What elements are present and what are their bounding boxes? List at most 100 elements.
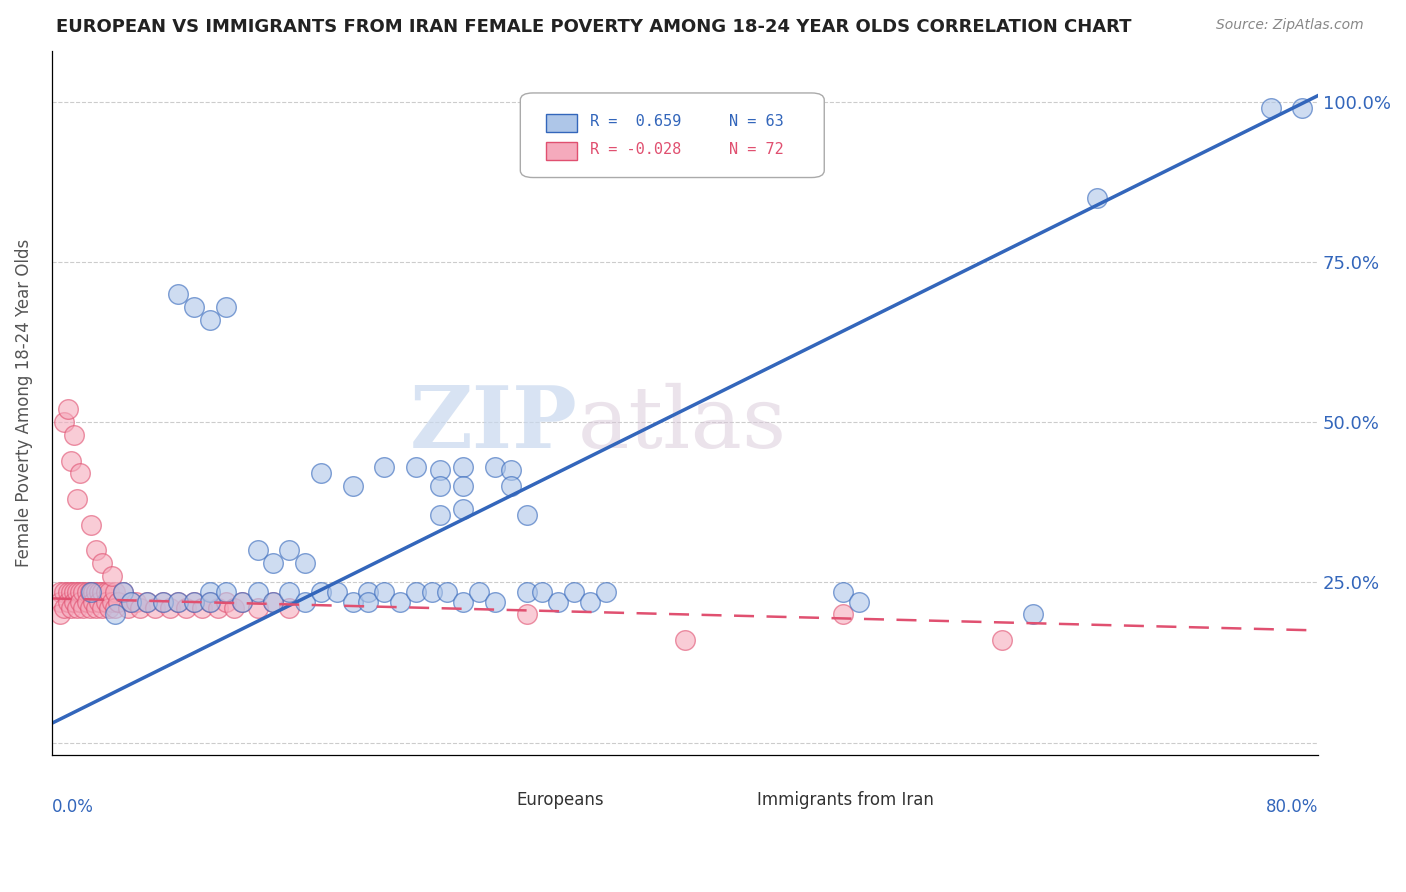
Point [579,594,602,608]
Point [176,601,198,615]
Text: EUROPEAN VS IMMIGRANTS FROM IRAN FEMALE POVERTY AMONG 18-24 YEAR OLDS CORRELATIO: EUROPEAN VS IMMIGRANTS FROM IRAN FEMALE … [56,18,1132,36]
Point [990,633,1012,648]
Point [484,460,506,475]
Point [56,585,79,599]
Point [48,594,70,608]
Point [56,594,79,608]
Point [405,585,427,599]
Point [547,594,569,608]
Point [262,594,284,608]
Point [222,601,245,615]
Point [82,585,104,599]
Point [231,594,253,608]
FancyBboxPatch shape [482,793,510,808]
Point [388,594,411,608]
Point [278,543,301,558]
Point [80,517,103,532]
Point [278,601,301,615]
Point [453,501,475,516]
Point [373,460,395,475]
Point [48,585,70,599]
Point [215,300,238,314]
Point [120,594,142,608]
Point [104,585,127,599]
Point [309,467,332,481]
Point [63,585,86,599]
Point [59,453,82,467]
Point [111,585,134,599]
Point [516,508,538,522]
Point [91,556,114,570]
Point [1291,101,1313,115]
Point [429,463,451,477]
Point [135,594,157,608]
Point [89,594,111,608]
Text: R =  0.659: R = 0.659 [591,113,682,128]
Point [1022,607,1045,622]
Text: atlas: atlas [578,383,786,466]
Point [48,607,70,622]
Point [262,556,284,570]
Point [183,594,205,608]
Text: R = -0.028: R = -0.028 [591,142,682,157]
Y-axis label: Female Poverty Among 18-24 Year Olds: Female Poverty Among 18-24 Year Olds [15,239,32,567]
Point [278,585,301,599]
Point [63,594,86,608]
Point [246,601,269,615]
Point [69,585,91,599]
Point [167,594,190,608]
Point [69,594,91,608]
Point [72,585,94,599]
Point [246,543,269,558]
Point [159,601,181,615]
Point [562,585,585,599]
Point [1260,101,1282,115]
Point [405,460,427,475]
FancyBboxPatch shape [520,93,824,178]
Point [673,633,696,648]
Text: ZIP: ZIP [409,382,578,467]
Point [53,415,76,429]
Point [152,594,174,608]
Point [499,479,522,493]
Point [516,585,538,599]
Point [453,460,475,475]
Point [66,601,89,615]
Point [82,594,104,608]
Text: Europeans: Europeans [516,790,605,809]
Point [246,585,269,599]
Point [198,312,221,326]
Point [53,585,76,599]
Point [97,601,120,615]
Point [79,601,101,615]
Point [231,594,253,608]
Point [516,607,538,622]
Point [124,594,146,608]
Point [294,594,316,608]
Point [309,585,332,599]
Point [135,594,157,608]
Point [117,601,139,615]
Text: 80.0%: 80.0% [1265,797,1319,815]
Text: 0.0%: 0.0% [52,797,94,815]
Point [342,479,364,493]
Point [89,585,111,599]
Point [191,601,214,615]
Point [97,585,120,599]
Point [56,402,79,417]
Point [436,585,458,599]
Point [84,601,107,615]
Point [468,585,491,599]
Point [342,594,364,608]
Point [215,585,238,599]
Point [101,569,124,583]
Point [94,594,117,608]
Point [198,585,221,599]
Point [94,585,117,599]
Point [198,594,221,608]
Point [848,594,870,608]
Point [91,601,114,615]
Point [183,300,205,314]
Point [832,607,855,622]
Point [59,601,82,615]
